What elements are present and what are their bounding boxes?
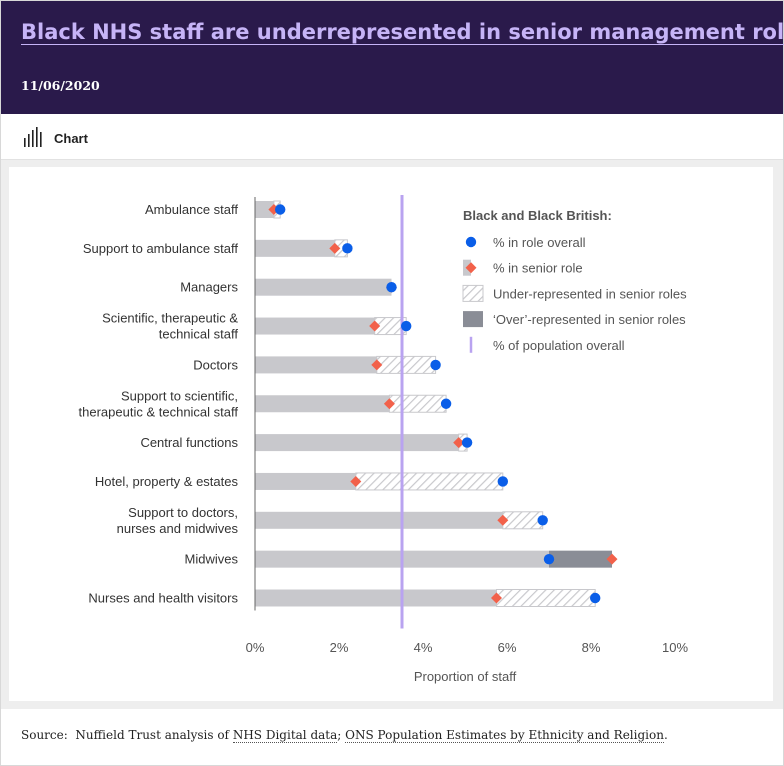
x-tick-label: 4%	[414, 640, 433, 655]
category-label: Doctors	[193, 357, 238, 372]
bar	[255, 395, 390, 413]
overall-role-dot	[401, 320, 412, 332]
under-represented-segment	[355, 472, 504, 491]
senior-role-marker	[350, 475, 362, 487]
x-axis-title: Proportion of staff	[414, 669, 517, 684]
source-link-nhs-digital[interactable]: NHS Digital data	[232, 728, 338, 743]
chart-card: Ambulance staff Support to ambulance staf…	[9, 167, 773, 701]
page-title[interactable]: Black NHS staff are underrepresented in …	[21, 20, 784, 44]
senior-role-marker	[383, 398, 395, 410]
overall-role-dot	[461, 437, 473, 448]
legend-entry: Under-represented in senior roles	[493, 286, 687, 301]
source-separator: ;	[337, 728, 342, 742]
bar	[255, 201, 274, 218]
legend-entry: % in role overall	[493, 235, 586, 250]
category-label: Midwives	[185, 552, 239, 567]
header: Black NHS staff are underrepresented in …	[1, 1, 784, 114]
legend-senior-icon	[465, 262, 477, 274]
x-tick-label: 2%	[330, 640, 349, 655]
legend-entry: ‘Over’-represented in senior roles	[493, 312, 686, 327]
senior-role-marker	[606, 553, 618, 565]
legend-entry: % in senior role	[493, 261, 583, 276]
senior-role-marker	[329, 242, 341, 254]
category-label: Ambulance staff	[145, 202, 238, 217]
overall-role-dot	[537, 515, 548, 526]
under-represented-segment	[388, 394, 447, 413]
overall-role-dot	[342, 243, 353, 254]
overall-role-dot	[497, 476, 508, 487]
tab-chart[interactable]: Chart	[54, 131, 88, 146]
bar-chart-icon	[24, 127, 42, 147]
legend-under-swatch	[462, 284, 484, 302]
source-prefix: Source:	[21, 728, 68, 742]
source-text: Nuffield Trust analysis of	[75, 728, 230, 742]
category-label: Support to ambulance staff	[83, 241, 239, 256]
source-link-ons[interactable]: ONS Population Estimates by Ethnicity an…	[345, 728, 664, 743]
under-represented-segment	[376, 355, 437, 374]
x-tick-label: 6%	[498, 640, 517, 655]
tab-bar: Chart	[1, 115, 783, 160]
legend-overall-icon	[465, 236, 477, 248]
senior-role-marker	[453, 437, 465, 449]
bar	[255, 278, 392, 296]
legend-over-swatch	[463, 311, 483, 328]
overall-role-dot	[590, 592, 601, 604]
legend-entry: % of population overall	[493, 338, 625, 353]
bar	[255, 434, 459, 452]
overall-role-dot	[440, 398, 452, 409]
senior-role-marker	[369, 320, 381, 332]
overall-role-dot	[430, 359, 441, 371]
category-label: Central functions	[140, 435, 238, 450]
overall-role-dot	[275, 204, 286, 215]
source-note: Source: Nuffield Trust analysis of NHS D…	[21, 728, 668, 743]
bar	[255, 239, 335, 257]
bar	[255, 511, 503, 529]
bar	[255, 589, 497, 607]
senior-role-marker	[491, 592, 502, 604]
chart-svg: Ambulance staff Support to ambulance staf…	[79, 195, 688, 684]
under-represented-segment	[496, 589, 596, 607]
category-label: Managers	[180, 280, 238, 295]
senior-role-marker	[497, 514, 509, 526]
bar	[255, 356, 377, 374]
overall-role-dot	[386, 282, 397, 293]
category-label: Support to doctors, nurses and midwives	[117, 505, 239, 536]
source-end: .	[663, 728, 668, 742]
senior-role-marker	[371, 359, 383, 371]
overall-role-dot	[543, 553, 555, 565]
legend-title: Black and Black British:	[463, 208, 612, 223]
over-represented-segment	[549, 550, 612, 568]
category-label: Support to scientific, therapeutic & tech…	[79, 388, 239, 419]
chart-area: Ambulance staff Support to ambulance staf…	[1, 160, 783, 709]
x-tick-label: 0%	[246, 640, 265, 655]
bar	[255, 317, 375, 335]
x-tick-label: 10%	[662, 640, 688, 655]
category-label: Nurses and health visitors	[88, 591, 238, 606]
category-label: Hotel, property & estates	[95, 474, 239, 489]
bar	[255, 472, 356, 490]
category-label: Scientific, therapeutic & technical staff	[102, 311, 238, 342]
publish-date: 11/06/2020	[21, 78, 100, 93]
x-tick-label: 8%	[582, 640, 601, 655]
under-represented-segment	[502, 511, 544, 530]
